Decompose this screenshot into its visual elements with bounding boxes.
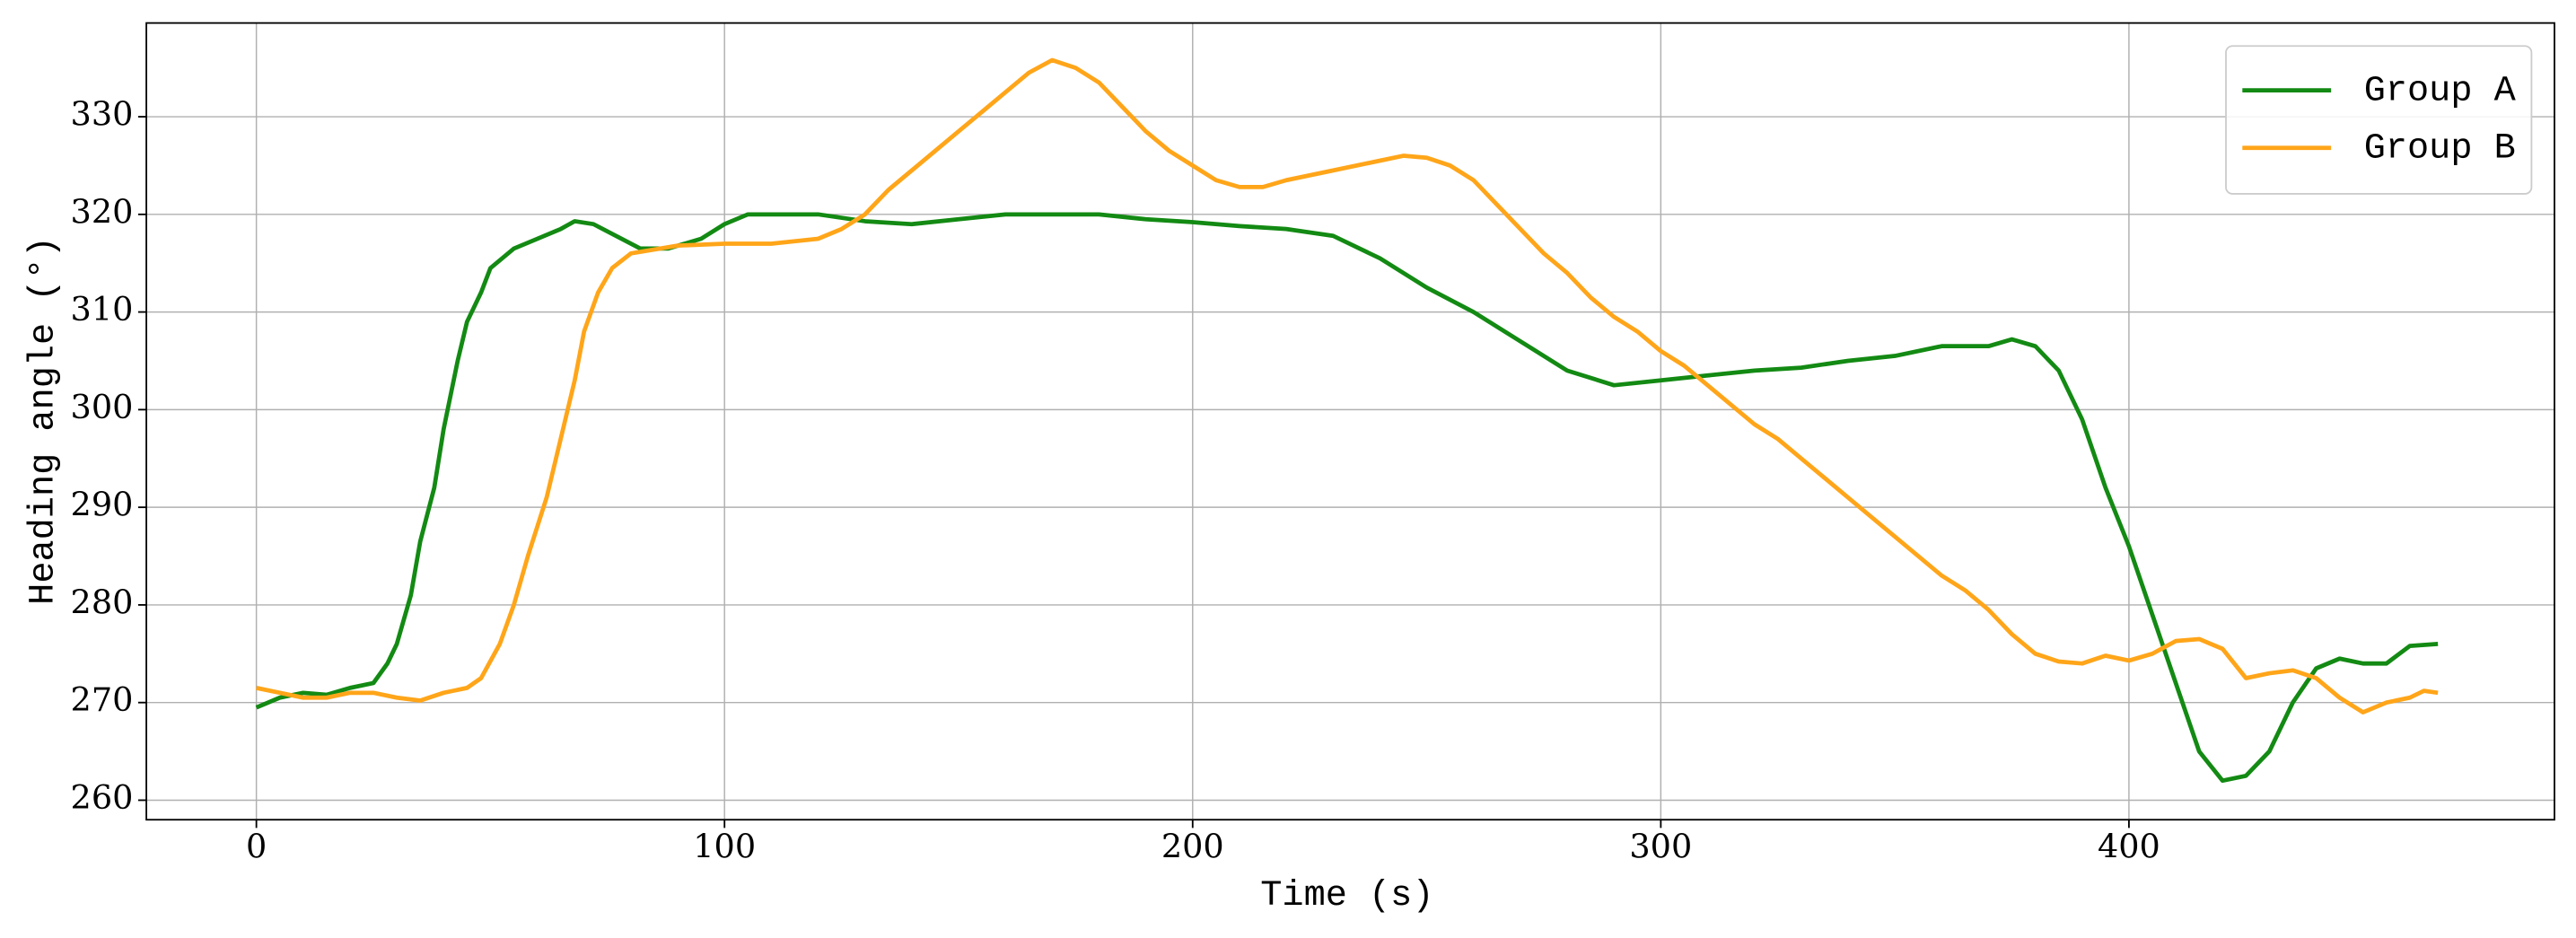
y-tick-label: 280 [71, 583, 134, 621]
y-tick-label: 290 [71, 486, 134, 524]
y-tick-label: 330 [71, 95, 134, 134]
legend-label: Group A [2364, 70, 2517, 111]
x-axis-label: Time (s) [1260, 875, 1433, 916]
plot-frame [145, 22, 2555, 821]
legend-label: Group B [2364, 127, 2516, 169]
line-series [255, 212, 2439, 784]
legend-box [2225, 45, 2533, 195]
x-tick-label: 300 [1629, 828, 1692, 866]
y-tick-label: 260 [71, 778, 134, 817]
y-tick-label: 270 [71, 680, 134, 719]
y-tick-label: 310 [71, 290, 134, 329]
y-axis-label: Heading angle (°) [22, 236, 64, 605]
x-tick-label: 400 [2098, 828, 2160, 866]
line-series [256, 57, 2439, 714]
grid [146, 22, 2555, 820]
y-tick-label: 300 [71, 388, 134, 426]
x-tick-label: 0 [246, 828, 267, 866]
y-tick-label: 320 [71, 192, 134, 231]
x-tick-label: 100 [693, 828, 756, 866]
x-tick-label: 200 [1161, 828, 1224, 866]
